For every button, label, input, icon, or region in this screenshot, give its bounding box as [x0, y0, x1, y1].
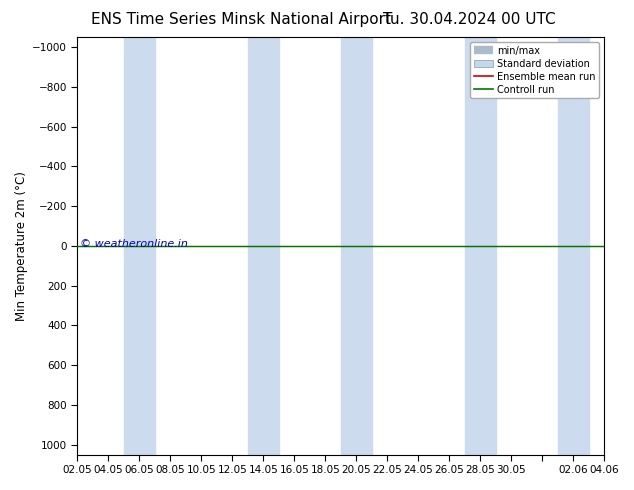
Bar: [465, 37, 496, 455]
Bar: [341, 37, 372, 455]
Text: Tu. 30.04.2024 00 UTC: Tu. 30.04.2024 00 UTC: [383, 12, 555, 27]
Bar: [124, 37, 155, 455]
Y-axis label: Min Temperature 2m (°C): Min Temperature 2m (°C): [15, 171, 28, 321]
Text: © weatheronline.in: © weatheronline.in: [80, 239, 188, 249]
Bar: [558, 37, 589, 455]
Text: ENS Time Series Minsk National Airport: ENS Time Series Minsk National Airport: [91, 12, 391, 27]
Bar: [248, 37, 279, 455]
Legend: min/max, Standard deviation, Ensemble mean run, Controll run: min/max, Standard deviation, Ensemble me…: [470, 42, 599, 98]
